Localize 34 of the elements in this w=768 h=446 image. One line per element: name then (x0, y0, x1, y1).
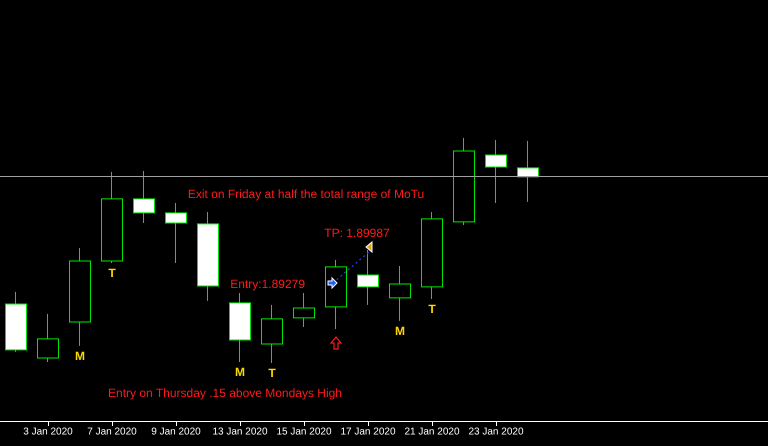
annotation: M (395, 324, 405, 338)
text: Entry on Thursday .15 above Mondays High (108, 386, 342, 400)
candlestick (197, 211, 219, 302)
x-tick-label: 7 Jan 2020 (87, 426, 138, 438)
candlestick (69, 247, 91, 346)
annotation: T (108, 266, 116, 280)
candlestick (453, 137, 475, 226)
x-tick-label: 15 Jan 2020 (276, 426, 332, 438)
annotation: Exit on Friday at half the total range of MoTu (188, 187, 424, 201)
candlestick (261, 304, 283, 364)
candlestick (389, 265, 411, 322)
candlestick (165, 202, 187, 264)
text: T (268, 366, 276, 380)
x-tick-label: 3 Jan 2020 (23, 426, 74, 438)
x-tick-label: 21 Jan 2020 (404, 426, 460, 438)
candlestick (517, 140, 539, 202)
x-tick-label: 9 Jan 2020 (151, 426, 202, 438)
annotation: Entry:1.89279 (230, 277, 305, 291)
candlestick (5, 291, 27, 352)
candlestick (485, 139, 507, 204)
candlestick (37, 313, 59, 363)
candlestick (293, 292, 315, 328)
candlestick (325, 259, 347, 330)
annotation: TP: 1.89987 (324, 226, 390, 240)
text: M (235, 365, 245, 380)
x-tick-label: 17 Jan 2020 (340, 426, 396, 438)
annotation: T (428, 302, 436, 316)
candlestick (101, 171, 123, 264)
candlestick (229, 292, 251, 363)
annotation: M (75, 348, 85, 363)
x-tick-label: 23 Jan 2020 (468, 426, 524, 438)
candlestick (133, 170, 155, 224)
candlestick (421, 211, 443, 300)
x-tick-label: 13 Jan 2020 (212, 426, 268, 438)
